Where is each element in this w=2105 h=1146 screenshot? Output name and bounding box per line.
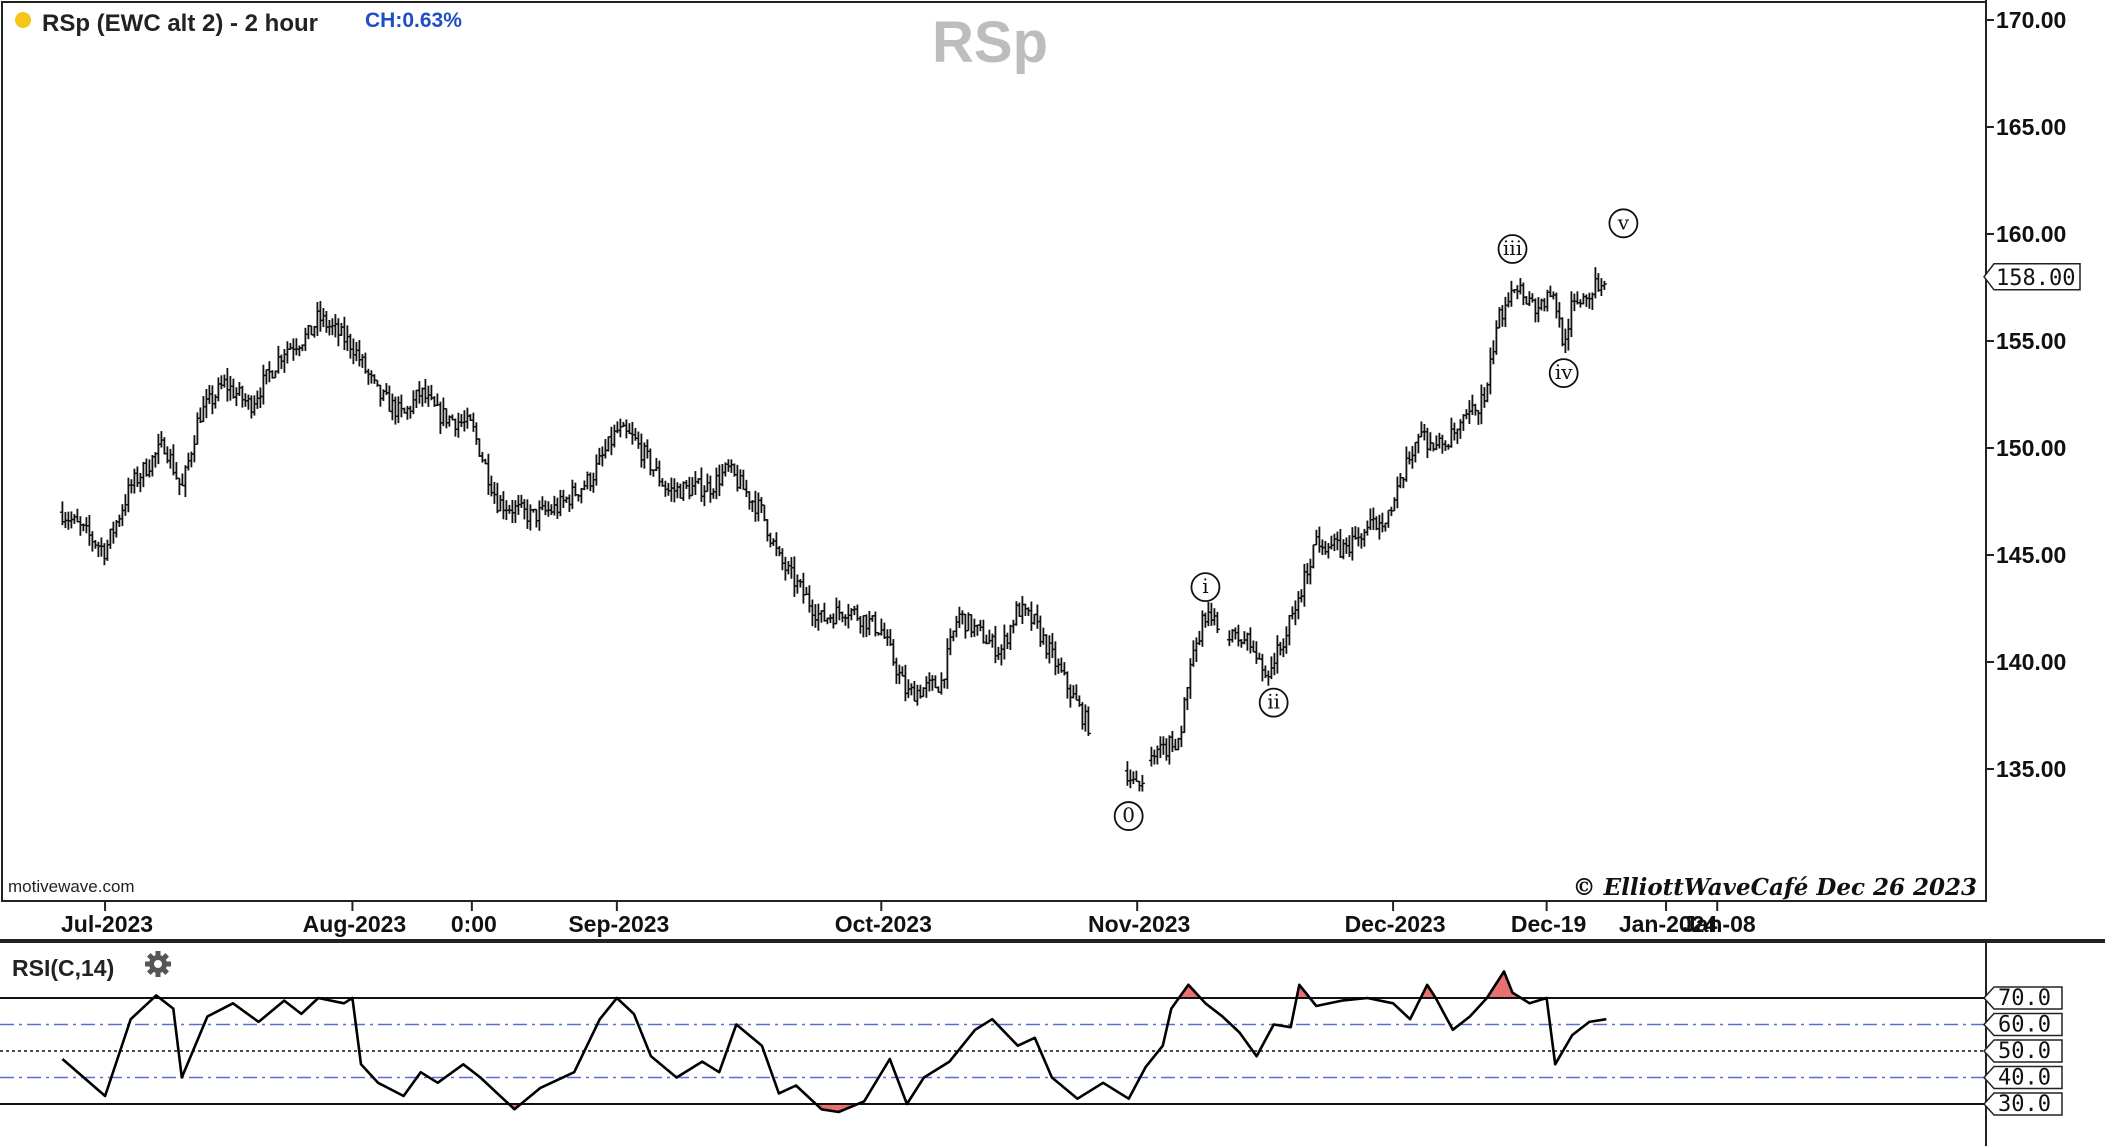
- source-label: motivewave.com: [8, 877, 135, 896]
- rsi-tick-flag: [1982, 1065, 2063, 1090]
- price-tick-label: 145.00: [1996, 542, 2066, 568]
- gear-icon[interactable]: [145, 951, 171, 977]
- wave-label-circle: [1608, 208, 1639, 239]
- rsi-tick-label: 30.0: [1998, 1092, 2051, 1117]
- price-tick-label: 150.00: [1996, 435, 2066, 461]
- wave-label-circle: [1190, 572, 1221, 602]
- wave-label: 0: [1122, 803, 1135, 827]
- rsi-tick-flag: [1982, 1092, 2063, 1116]
- time-tick-label: Aug-2023: [303, 911, 407, 937]
- rsi-tick-flag: [1982, 986, 2063, 1010]
- rsi-tick-flag: [1982, 1012, 2063, 1037]
- last-price-flag: [1983, 263, 2081, 291]
- rsi-tick-flag: [1982, 1039, 2063, 1063]
- rsi-pane: 30.040.050.060.070.0: [0, 970, 2063, 1117]
- rsi-line: [61, 970, 1607, 1114]
- time-axis: Jul-2023 Aug-2023 0:00 Sep-2023 Oct-2023 Nov-…: [61, 901, 1756, 937]
- watermark-symbol: RSp: [932, 10, 1048, 75]
- status-dot: [15, 12, 31, 28]
- price-tick-label: 160.00: [1996, 221, 2066, 247]
- price-axis: 135.00 140.00 145.00 150.00 155.00 160.00 165.…: [1983, 7, 2081, 782]
- time-tick-label: Jul-2023: [61, 911, 153, 937]
- copyright-label: © ElliottWaveCafé Dec 26 2023: [1573, 874, 1977, 901]
- wave-label-circle: [1497, 234, 1528, 264]
- rsi-tick-label: 50.0: [1998, 1039, 2051, 1064]
- rsi-tick-label: 70.0: [1998, 986, 2051, 1011]
- rsi-tick-label: 40.0: [1998, 1066, 2051, 1091]
- wave-label-circle: [1548, 358, 1579, 389]
- wave-label: ii: [1267, 690, 1280, 714]
- rsi-tick-label: 60.0: [1998, 1013, 2051, 1038]
- time-tick-label: 0:00: [451, 911, 497, 937]
- time-tick-label: Sep-2023: [568, 911, 669, 937]
- price-tick-label: 170.00: [1996, 7, 2066, 33]
- wave-label: iii: [1503, 236, 1522, 260]
- price-tick-label: 155.00: [1996, 328, 2066, 354]
- wave-label: iv: [1555, 360, 1573, 384]
- time-tick-label: Nov-2023: [1088, 911, 1190, 937]
- chart-title: RSp (EWC alt 2) - 2 hour: [42, 10, 318, 37]
- rsi-oversold-fill: [62, 1104, 1607, 1112]
- change-readout: CH:0.63%: [365, 9, 462, 32]
- wave-label: v: [1617, 210, 1630, 234]
- time-tick-label: Dec-19: [1511, 911, 1586, 937]
- time-tick-label: Jan-2024: [1619, 911, 1718, 937]
- price-tick-label: 135.00: [1996, 756, 2066, 782]
- wave-label: i: [1202, 574, 1208, 598]
- last-price-label: 158.00: [1996, 266, 2075, 291]
- price-tick-label: 165.00: [1996, 114, 2066, 140]
- wave-label-circle: [1113, 801, 1144, 831]
- time-tick-label: Jan-08: [1683, 911, 1756, 937]
- wave-label-circle: [1258, 687, 1289, 718]
- price-tick-label: 140.00: [1996, 649, 2066, 675]
- rsi-title: RSI(C,14): [12, 955, 114, 981]
- price-bars: [59, 267, 1607, 792]
- time-tick-label: Oct-2023: [835, 911, 932, 937]
- time-tick-label: Dec-2023: [1345, 911, 1446, 937]
